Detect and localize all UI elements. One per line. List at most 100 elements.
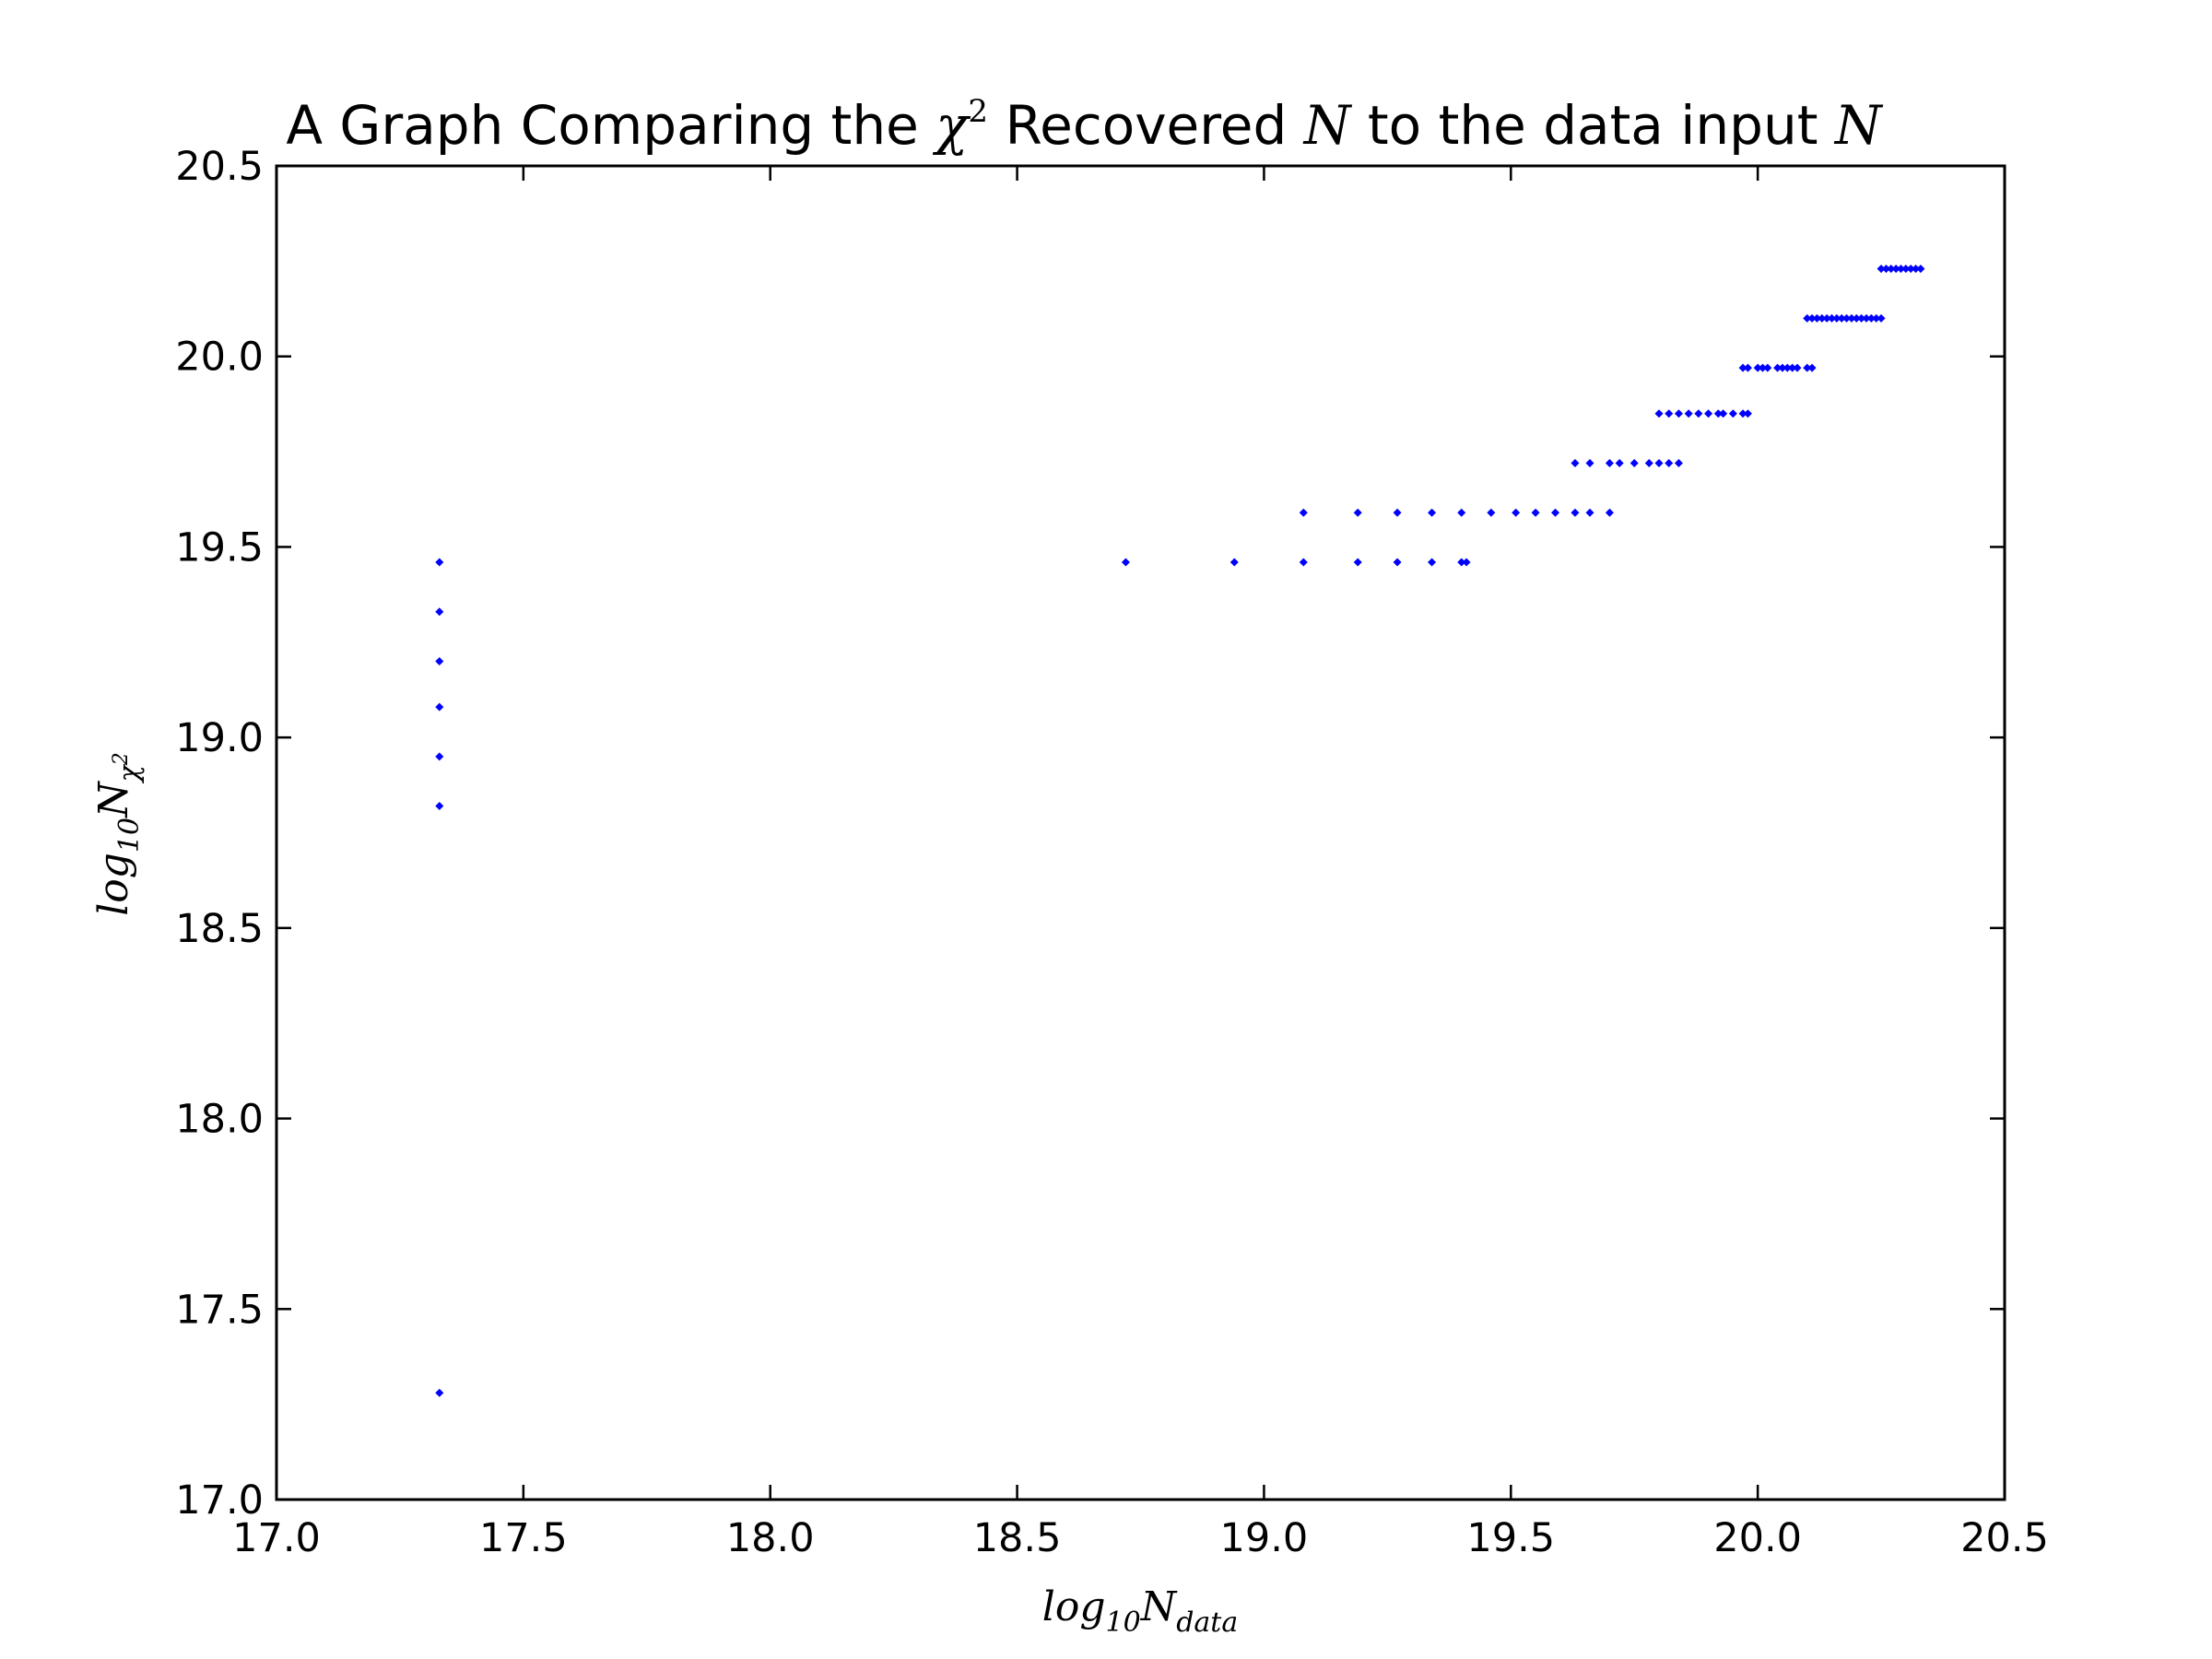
data-point	[1704, 409, 1713, 418]
data-point	[1605, 458, 1614, 467]
data-point	[1353, 558, 1362, 567]
chart-title-prefix: A Graph Comparing the	[286, 94, 935, 157]
data-point	[1713, 409, 1723, 418]
data-point	[1857, 313, 1866, 323]
plot-area-frame	[275, 164, 2006, 1501]
data-point	[1230, 558, 1239, 567]
data-point	[1818, 313, 1827, 323]
data-point	[1738, 363, 1747, 372]
x-axis-label-var: N	[1140, 1583, 1178, 1630]
x-axis-label-sub1: 10	[1106, 1606, 1141, 1639]
data-point	[1719, 409, 1728, 418]
data-point	[1571, 508, 1580, 517]
y-tick-label: 19.0	[175, 715, 264, 761]
data-point	[1551, 508, 1559, 517]
data-point	[435, 558, 444, 567]
x-tick-label: 17.0	[232, 1515, 321, 1561]
data-point	[1887, 265, 1896, 274]
chart-title-n1: N	[1302, 94, 1353, 157]
x-tick-label: 20.5	[1960, 1515, 2049, 1561]
y-tick-label: 20.5	[175, 144, 264, 190]
data-point	[1121, 558, 1130, 567]
y-axis-label-group: log10Nχ2	[90, 752, 146, 916]
x-tick-label: 19.0	[1220, 1515, 1309, 1561]
data-points	[435, 265, 1925, 1397]
data-point	[1605, 508, 1614, 517]
data-point	[1872, 313, 1881, 323]
data-point	[1630, 458, 1639, 467]
x-tick-label: 17.5	[479, 1515, 568, 1561]
data-point	[1793, 363, 1802, 372]
data-point	[1428, 508, 1437, 517]
data-point	[1901, 265, 1911, 274]
data-point	[1822, 313, 1831, 323]
data-point	[1852, 313, 1861, 323]
x-tick-label: 18.0	[726, 1515, 815, 1561]
x-tick-label: 19.5	[1466, 1515, 1555, 1561]
data-point	[435, 607, 444, 617]
data-point	[1684, 409, 1693, 418]
data-point	[1738, 409, 1747, 418]
chart-title-n2: N	[1833, 94, 1884, 157]
data-point	[1778, 363, 1787, 372]
data-point	[1881, 265, 1890, 274]
chart-title-middle: Recovered	[988, 94, 1304, 157]
chart-title: A Graph Comparing the χ2 Recovered N to …	[286, 93, 1884, 157]
data-point	[1773, 363, 1783, 372]
data-point	[1457, 558, 1466, 567]
data-point	[1531, 508, 1540, 517]
data-point	[1462, 558, 1471, 567]
data-point	[1753, 363, 1762, 372]
data-point	[1743, 363, 1752, 372]
data-point	[1665, 409, 1674, 418]
data-point	[1803, 363, 1812, 372]
data-point	[1759, 363, 1767, 372]
data-point	[435, 1388, 444, 1397]
y-axis-label: log10Nχ2	[90, 752, 146, 916]
chart-title-suffix: to the data input	[1350, 94, 1834, 157]
y-axis-label-sub2: χ	[113, 763, 146, 783]
data-point	[1743, 409, 1752, 418]
data-point	[435, 656, 444, 665]
data-point	[1393, 508, 1402, 517]
data-point	[1728, 409, 1737, 418]
chart-title-chi-sup: 2	[968, 93, 988, 130]
data-point	[1812, 313, 1821, 323]
data-point	[1393, 558, 1402, 567]
x-axis-label-sub2: data	[1176, 1606, 1238, 1639]
x-tick-label: 20.0	[1713, 1515, 1802, 1561]
data-point	[1665, 458, 1674, 467]
y-tick-label: 18.5	[175, 906, 264, 952]
data-point	[1916, 265, 1925, 274]
data-point	[1877, 313, 1886, 323]
x-tick-label: 18.5	[973, 1515, 1062, 1561]
data-point	[1842, 313, 1852, 323]
y-tick-label: 18.0	[175, 1097, 264, 1143]
data-point	[1571, 458, 1580, 467]
data-point	[1674, 409, 1683, 418]
data-point	[1299, 508, 1308, 517]
data-point	[1299, 558, 1308, 567]
data-point	[435, 702, 444, 712]
y-axis-label-sup: 2	[110, 752, 133, 766]
data-point	[1783, 363, 1792, 372]
data-point	[1866, 313, 1876, 323]
x-axis-label-base: log	[1042, 1583, 1106, 1630]
data-point	[1428, 558, 1437, 567]
data-point	[1585, 458, 1594, 467]
y-tick-label: 17.0	[175, 1477, 264, 1524]
data-point	[1763, 363, 1772, 372]
data-point	[1457, 508, 1466, 517]
data-point	[1912, 265, 1921, 274]
data-point	[1487, 508, 1496, 517]
data-point	[1585, 508, 1594, 517]
data-point	[1862, 313, 1871, 323]
data-point	[435, 802, 444, 811]
data-point	[1803, 313, 1812, 323]
data-point	[435, 752, 444, 761]
data-point	[1906, 265, 1915, 274]
data-point	[1807, 363, 1817, 372]
data-point	[1654, 458, 1664, 467]
